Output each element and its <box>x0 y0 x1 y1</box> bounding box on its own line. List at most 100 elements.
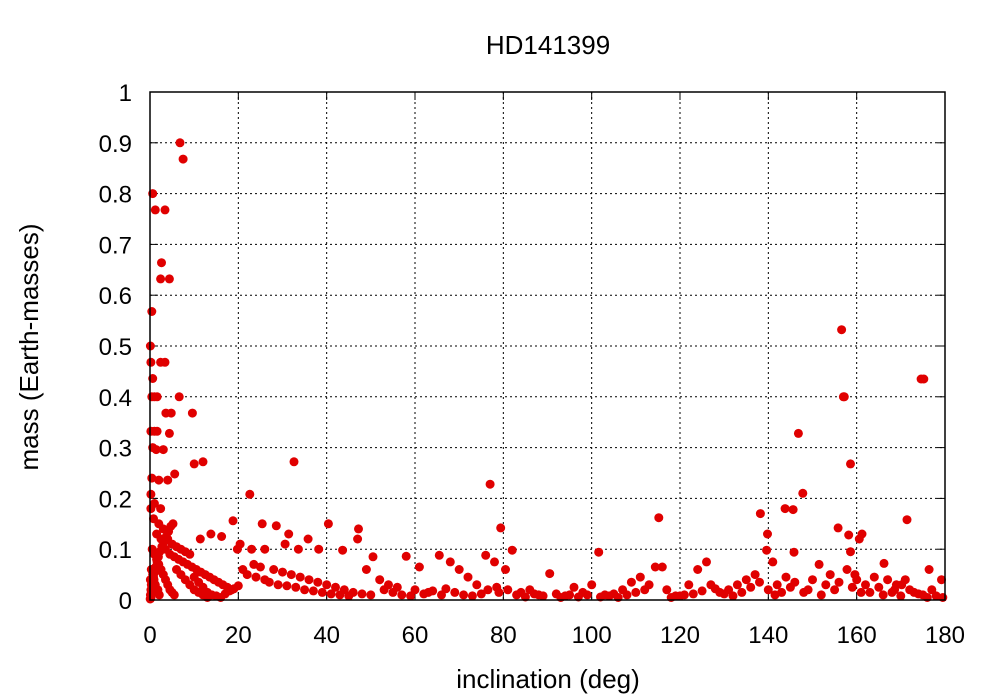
data-point <box>463 572 473 582</box>
data-point <box>338 545 348 555</box>
data-point <box>158 445 168 455</box>
data-point <box>331 582 340 592</box>
data-point <box>856 587 866 597</box>
plot-frame <box>149 91 946 601</box>
y-tick-labels: 0 0.1 0.2 0.3 0.4 0.5 0.6 0.7 0.8 0.9 1 <box>99 80 132 615</box>
data-point <box>242 570 252 580</box>
data-point <box>719 589 729 599</box>
data-point <box>174 392 184 402</box>
data-point <box>914 589 923 599</box>
data-point <box>793 428 803 438</box>
data-point <box>289 457 299 467</box>
data-point <box>790 577 800 587</box>
data-point <box>271 521 281 531</box>
data-point <box>604 591 614 601</box>
data-point <box>846 459 855 469</box>
data-point <box>269 565 279 574</box>
data-point <box>291 582 301 592</box>
data-point <box>582 590 592 600</box>
data-point <box>428 586 438 596</box>
data-point <box>622 590 632 600</box>
data-point <box>887 587 897 597</box>
data-point <box>869 572 879 582</box>
x-tick-label: 60 <box>402 622 429 649</box>
data-point <box>481 550 491 560</box>
data-point <box>654 513 664 523</box>
data-point <box>235 539 245 549</box>
data-point <box>688 589 698 599</box>
data-point <box>353 534 363 544</box>
data-point <box>388 587 398 597</box>
data-point <box>245 489 255 499</box>
x-tick-label: 140 <box>748 622 788 649</box>
x-tick-labels: 0 20 40 60 80 100 120 140 160 180 <box>143 622 965 649</box>
data-point <box>662 585 672 595</box>
data-point <box>339 585 349 595</box>
data-point <box>379 585 389 595</box>
data-point <box>684 580 694 590</box>
data-point <box>879 558 889 568</box>
data-point <box>937 575 946 585</box>
data-point <box>702 557 711 567</box>
data-point <box>198 457 208 467</box>
data-point <box>187 408 197 418</box>
data-point <box>160 357 170 367</box>
data-point <box>830 585 840 595</box>
data-point <box>293 544 303 554</box>
data-point <box>780 504 790 514</box>
data-point <box>441 584 451 594</box>
data-point <box>313 577 323 587</box>
data-point <box>494 587 504 597</box>
data-point <box>156 274 166 284</box>
data-point <box>883 575 893 585</box>
data-point <box>529 589 539 599</box>
data-point <box>476 589 486 599</box>
data-point <box>164 428 174 438</box>
data-point <box>280 539 290 549</box>
data-point <box>175 138 185 148</box>
data-point <box>185 549 195 559</box>
data-point <box>152 392 162 402</box>
data-point <box>251 572 261 582</box>
data-point <box>322 580 332 590</box>
data-point <box>781 572 791 582</box>
data-point <box>788 505 798 515</box>
data-point <box>919 374 929 384</box>
data-point <box>168 519 178 529</box>
data-point <box>308 586 318 596</box>
data-point <box>454 565 464 574</box>
data-point <box>755 509 765 519</box>
data-point <box>314 544 324 554</box>
y-tick-label: 1 <box>119 80 132 107</box>
data-point <box>164 274 174 284</box>
data-point <box>657 562 667 572</box>
data-point <box>777 587 787 597</box>
data-point <box>434 550 444 560</box>
data-point <box>152 426 162 436</box>
data-point <box>150 205 160 215</box>
y-tick-label: 0.3 <box>99 436 132 463</box>
data-point <box>147 307 157 316</box>
y-tick-label: 0.7 <box>99 232 132 259</box>
x-tick-label: 20 <box>225 622 252 649</box>
data-point <box>189 459 199 469</box>
data-point <box>286 570 296 580</box>
data-point <box>750 570 760 580</box>
data-point <box>501 565 510 574</box>
data-point <box>587 580 597 590</box>
y-tick-label: 0.2 <box>99 486 132 513</box>
data-point <box>217 532 227 541</box>
data-point <box>833 523 843 533</box>
data-point <box>366 590 376 600</box>
data-point <box>861 580 870 590</box>
data-point <box>763 585 773 595</box>
data-point <box>565 590 575 600</box>
x-tick-label: 100 <box>572 622 612 649</box>
data-point <box>755 577 764 587</box>
data-point <box>924 565 934 574</box>
data-point <box>732 580 742 590</box>
data-point <box>295 572 305 582</box>
data-point <box>472 580 482 590</box>
data-point <box>900 575 910 585</box>
